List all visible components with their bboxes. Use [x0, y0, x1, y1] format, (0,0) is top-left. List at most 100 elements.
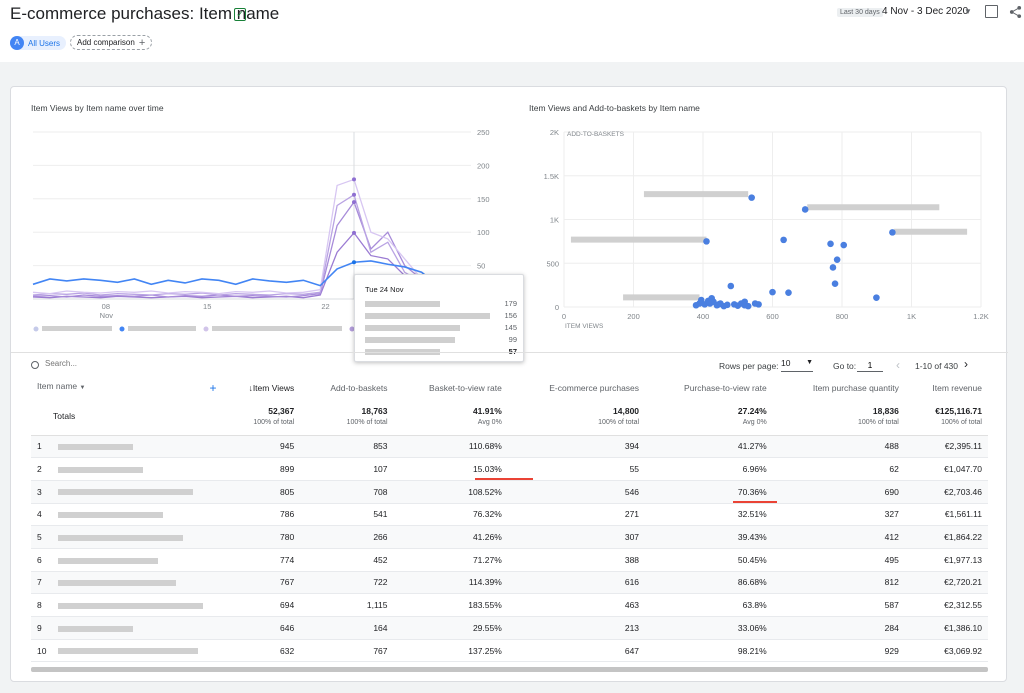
- scatter-point: [801, 206, 809, 213]
- y-axis-title: ADD-TO-BASKETS: [567, 131, 625, 138]
- item-name-cell[interactable]: [52, 548, 223, 572]
- point-label-redacted: [807, 204, 940, 211]
- scatter-point: [889, 229, 896, 236]
- scatter-point: [744, 302, 752, 310]
- metric-cell: 76.32%: [393, 503, 508, 527]
- add-dimension-icon[interactable]: +: [209, 381, 217, 395]
- item-name-cell[interactable]: [52, 503, 223, 527]
- tooltip-row: 179: [365, 299, 517, 309]
- totals-cell: €125,116.71 100% of total: [904, 397, 988, 436]
- x-tick-label: 08: [102, 302, 110, 311]
- table-row[interactable]: 10 632 767 137.25% 647 98.21% 929 €3,069.92: [31, 639, 988, 663]
- row-index: 1: [31, 435, 53, 459]
- table-row[interactable]: 7 767 722 114.39% 616 86.68% 812 €2,720.21: [31, 571, 988, 595]
- metric-cell: 780: [222, 525, 301, 549]
- column-header-purchase-to-view-rate[interactable]: Purchase-to-view rate: [684, 383, 767, 393]
- metric-cell: 183.55%: [393, 593, 508, 617]
- x-tick-label: 1K: [907, 312, 916, 321]
- hover-point: [352, 192, 357, 197]
- scatter-point: [769, 288, 776, 296]
- table-row[interactable]: 6 774 452 71.27% 388 50.45% 495 €1,977.13: [31, 548, 988, 572]
- table-row[interactable]: 5 780 266 41.26% 307 39.43% 412 €1,864.22: [31, 525, 988, 549]
- column-header-basket-to-view-rate[interactable]: Basket-to-view rate: [429, 383, 502, 393]
- column-header-add-to-baskets[interactable]: Add-to-baskets: [330, 383, 388, 393]
- metric-cell: 488: [772, 435, 905, 459]
- tooltip-value: 156: [504, 311, 517, 320]
- column-header-item-revenue[interactable]: Item revenue: [932, 383, 982, 393]
- row-index: 9: [31, 616, 53, 640]
- table-row[interactable]: 4 786 541 76.32% 271 32.51% 327 €1,561.11: [31, 503, 988, 527]
- rows-per-page-select[interactable]: 10 ▼: [781, 358, 813, 372]
- item-name-cell[interactable]: [52, 457, 223, 481]
- series-line: [32, 260, 439, 287]
- tooltip-value: 57: [508, 347, 517, 356]
- metric-cell: 62: [772, 457, 905, 481]
- metric-cell: 70.36%: [645, 480, 773, 504]
- point-label-redacted: [643, 191, 749, 198]
- y-tick-label: 50: [477, 262, 485, 271]
- metric-cell: 1,115: [300, 593, 394, 617]
- tooltip-value: 179: [504, 299, 517, 308]
- highlight-underline: [475, 478, 533, 480]
- caret-down-icon[interactable]: ▼: [964, 7, 972, 16]
- share-icon[interactable]: [1009, 5, 1022, 19]
- metric-cell: 55: [507, 457, 646, 481]
- y-tick-label: 1.5K: [544, 172, 559, 181]
- column-header-item-purchase-quantity[interactable]: Item purchase quantity: [812, 383, 899, 393]
- chevron-right-icon[interactable]: ›: [964, 357, 968, 371]
- table-row[interactable]: 2 899 107 15.03% 55 6.96% 62 €1,047.70: [31, 457, 988, 481]
- totals-cell: 14,800 100% of total: [507, 397, 646, 436]
- metric-cell: 71.27%: [393, 548, 508, 572]
- row-index: 10: [31, 639, 53, 663]
- item-name-cell[interactable]: [52, 616, 223, 640]
- goto-input[interactable]: [857, 358, 883, 372]
- legend-swatch: [33, 326, 39, 332]
- totals-cell: 41.91% Avg 0%: [393, 397, 508, 436]
- page-title: E-commerce purchases: Item name: [10, 4, 280, 23]
- column-header-item-views[interactable]: ↓Item Views: [248, 383, 295, 393]
- scatter-point: [748, 194, 755, 201]
- table-row[interactable]: 1 945 853 110.68% 394 41.27% 488 €2,395.11: [31, 435, 988, 459]
- scatter-chart[interactable]: 2K 1.5K 1K 500 00 200 400 600 800 1K 1.2K ADD-TO-BA…: [526, 127, 991, 342]
- metric-cell: 767: [222, 571, 301, 595]
- horizontal-scrollbar[interactable]: [31, 667, 988, 672]
- metric-cell: 41.27%: [645, 435, 773, 459]
- metric-cell: 853: [300, 435, 394, 459]
- metric-cell: 452: [300, 548, 394, 572]
- item-name-cell[interactable]: [52, 435, 223, 459]
- table-row[interactable]: 3 805 708 108.52% 546 70.36% 690 €2,703.46: [31, 480, 988, 504]
- y-tick-label: 500: [546, 259, 559, 268]
- segment-chip-all-users[interactable]: A All Users: [10, 36, 67, 50]
- table-row[interactable]: 8 694 1,115 183.55% 463 63.8% 587 €2,312.55: [31, 593, 988, 617]
- item-name-cell[interactable]: [52, 525, 223, 549]
- edit-report-icon[interactable]: [985, 5, 998, 18]
- item-name-cell[interactable]: [52, 571, 223, 595]
- column-header-ecommerce-purchases[interactable]: E-commerce purchases: [549, 383, 640, 393]
- x-month-label: Nov: [100, 311, 114, 320]
- metric-cell: 774: [222, 548, 301, 572]
- chart-tooltip: Tue 24 Nov 179 156 145 99 57: [354, 274, 524, 362]
- metric-cell: 805: [222, 480, 301, 504]
- metric-cell: 546: [507, 480, 646, 504]
- point-label-redacted: [570, 236, 707, 243]
- point-label-redacted: [623, 294, 700, 301]
- date-preset-label[interactable]: Last 30 days: [837, 8, 883, 17]
- item-name-cell[interactable]: [52, 639, 223, 663]
- scatter-point: [785, 289, 792, 296]
- series-line: [32, 178, 439, 295]
- scatter-point: [780, 236, 787, 244]
- item-name-cell[interactable]: [52, 593, 223, 617]
- row-index: 5: [31, 525, 53, 549]
- table-row[interactable]: 9 646 164 29.55% 213 33.06% 284 €1,386.10: [31, 616, 988, 640]
- totals-row: Totals 52,367 100% of total 18,763 100% of…: [31, 397, 988, 436]
- item-name-cell[interactable]: [52, 480, 223, 504]
- chevron-left-icon[interactable]: ‹: [896, 358, 900, 372]
- tooltip-row: 156: [365, 311, 517, 321]
- search-input[interactable]: [45, 359, 165, 368]
- add-comparison-button[interactable]: Add comparison +: [70, 35, 153, 50]
- row-index: 3: [31, 480, 53, 504]
- column-header-item-name[interactable]: Item name ▼ +: [31, 379, 222, 397]
- metric-cell: 266: [300, 525, 394, 549]
- date-range-picker[interactable]: 4 Nov - 3 Dec 2020: [882, 6, 969, 17]
- row-index: 8: [31, 593, 53, 617]
